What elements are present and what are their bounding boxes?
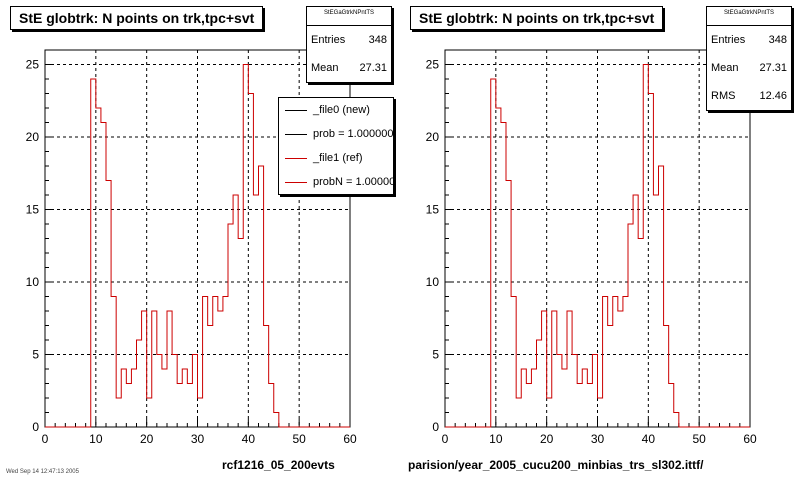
stats-label: Mean [311,62,339,74]
x-tick-label: 60 [743,432,757,446]
stats-value: 27.31 [359,62,387,74]
y-tick-label: 5 [32,348,39,362]
y-tick-label: 0 [32,420,39,434]
legend-entry-file1: _file1 (ref) [279,146,393,170]
panel-2-stats-box: StEGaGtrkNPntTS Entries 348 Mean 27.31 R… [706,6,792,111]
panel-2-file-label: parision/year_2005_cucu200_minbias_trs_s… [408,458,704,472]
legend-label: _file0 (new) [313,104,370,116]
stats-label: RMS [711,90,736,102]
y-tick-label: 10 [426,275,440,289]
y-tick-label: 20 [426,130,440,144]
legend-label: probN = 1.000000 [313,176,394,188]
y-tick-label: 0 [432,420,439,434]
stats-row-entries: Entries 348 [707,26,791,54]
legend-label: prob = 1.000000 [313,128,394,140]
legend-line-swatch [285,110,307,111]
x-tick-label: 60 [343,432,357,446]
stats-row-mean: Mean 27.31 [307,54,391,82]
legend-entry-file0: _file0 (new) [279,98,393,122]
x-tick-label: 50 [292,432,306,446]
stats-value: 348 [368,34,387,46]
legend-entry-prob: prob = 1.000000 [279,122,393,146]
stats-value: 27.31 [759,62,787,74]
legend-label: _file1 (ref) [313,152,363,164]
x-tick-label: 20 [540,432,554,446]
y-tick-label: 15 [426,203,440,217]
panel-1-stats-box: StEGaGtrkNPntTS Entries 348 Mean 27.31 [306,6,392,83]
y-tick-label: 10 [26,275,40,289]
stats-value: 12.46 [759,90,787,102]
stats-label: Entries [311,34,346,46]
stats-hist-name: StEGaGtrkNPntTS [307,7,391,26]
panel-1-title: StE globtrk: N points on trk,tpc+svt [10,6,264,30]
y-tick-label: 15 [26,203,40,217]
stats-value: 348 [768,34,787,46]
x-tick-label: 40 [642,432,656,446]
panel-1-file-label: rcf1216_05_200evts [222,458,335,472]
x-tick-label: 50 [692,432,706,446]
x-tick-label: 40 [242,432,256,446]
panel-2-title: StE globtrk: N points on trk,tpc+svt [410,6,664,30]
x-tick-label: 30 [591,432,605,446]
x-tick-label: 10 [489,432,503,446]
footer-timestamp: Wed Sep 14 12:47:13 2005 [6,469,79,475]
legend-entry-probn: probN = 1.000000 [279,170,393,194]
legend-line-swatch [285,182,307,183]
y-tick-label: 20 [26,130,40,144]
stats-row-mean: Mean 27.31 [707,54,791,82]
legend-line-swatch [285,158,307,159]
y-tick-label: 5 [432,348,439,362]
x-tick-label: 10 [89,432,103,446]
y-tick-label: 25 [26,58,40,72]
x-tick-label: 20 [140,432,154,446]
histogram-series-line [45,64,350,428]
stats-row-rms: RMS 12.46 [707,82,791,110]
stats-row-entries: Entries 348 [307,26,391,54]
y-tick-label: 25 [426,58,440,72]
stats-label: Mean [711,62,739,74]
stats-label: Entries [711,34,746,46]
histogram-series-line [445,64,750,428]
x-tick-label: 0 [442,432,449,446]
panel-1-legend: _file0 (new) prob = 1.000000 _file1 (ref… [278,97,394,195]
legend-line-swatch [285,134,307,135]
stats-hist-name: StEGaGtrkNPntTS [707,7,791,26]
x-tick-label: 30 [191,432,205,446]
x-tick-label: 0 [42,432,49,446]
